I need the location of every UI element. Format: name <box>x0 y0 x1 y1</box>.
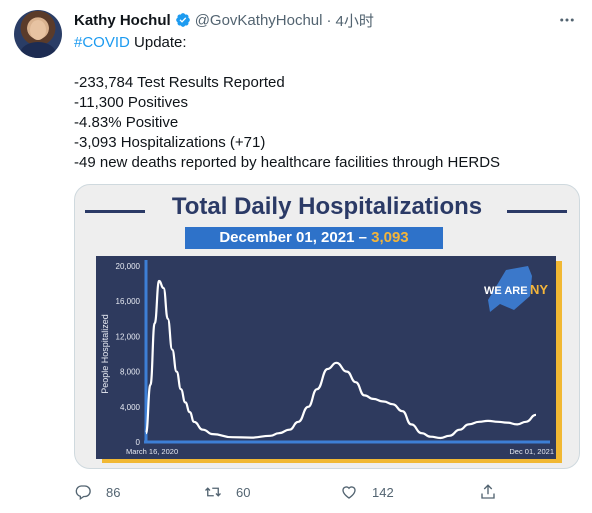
share-button[interactable] <box>479 480 511 504</box>
y-axis-label: People Hospitalized <box>100 314 110 394</box>
share-icon <box>481 484 495 499</box>
like-button[interactable]: 142 <box>340 480 394 504</box>
hashtag-link[interactable]: #COVID <box>74 34 130 51</box>
we-are-ny-logo-ny: NY <box>530 282 548 297</box>
y-tick-label: 20,000 <box>116 262 141 271</box>
tweet-line-tests: -233,784 Test Results Reported <box>74 74 285 91</box>
tweet-header: Kathy Hochul @GovKathyHochul · 4小时 <box>74 10 374 30</box>
chart-title: Total Daily Hospitalizations <box>171 193 483 220</box>
tweet-timestamp[interactable]: 4小时 <box>335 12 374 30</box>
title-rule-left <box>85 210 145 213</box>
more-options-button[interactable] <box>556 10 578 30</box>
tweet-actions: 86 60 142 <box>74 480 514 504</box>
x-start-label: March 16, 2020 <box>126 447 178 456</box>
author-handle[interactable]: @GovKathyHochul <box>194 11 323 29</box>
date-banner: December 01, 2021 – 3,093 <box>185 227 443 249</box>
reply-count: 86 <box>106 484 121 500</box>
date-label: December 01, 2021 – <box>219 229 372 246</box>
tweet-blank-line <box>74 53 574 73</box>
x-end-label: Dec 01, 2021 <box>509 447 554 456</box>
tweet-text: #COVID Update: -233,784 Test Results Rep… <box>74 33 574 173</box>
ny-state-shape <box>488 266 532 312</box>
heart-icon <box>342 486 356 499</box>
separator-dot: · <box>326 11 332 29</box>
y-tick-label: 12,000 <box>116 332 141 341</box>
date-value: 3,093 <box>371 229 409 246</box>
tweet-media-image[interactable]: Total Daily Hospitalizations December 01… <box>74 184 580 469</box>
tweet-line-hospitalizations: -3,093 Hospitalizations (+71) <box>74 134 266 151</box>
retweet-icon <box>205 487 221 497</box>
reply-button[interactable]: 86 <box>74 480 120 504</box>
y-tick-label: 16,000 <box>116 297 141 306</box>
tweet-line-deaths: -49 new deaths reported by healthcare fa… <box>74 154 501 171</box>
title-rule-right <box>507 210 567 213</box>
y-tick-label: 8,000 <box>120 368 141 377</box>
y-tick-label: 4,000 <box>120 403 141 412</box>
hospitalizations-chart: 0 4,000 8,000 12,000 16,000 20,000 People Hosp… <box>100 260 554 456</box>
avatar-shoulders <box>20 42 56 58</box>
avatar-face <box>30 20 46 40</box>
more-dots-icon <box>560 18 574 22</box>
chart-panel: 0 4,000 8,000 12,000 16,000 20,000 People Hosp… <box>96 256 556 459</box>
avatar[interactable] <box>14 10 62 58</box>
tweet-line-positives: -11,300 Positives <box>74 94 188 111</box>
tweet-line-hashtag: #COVID Update: <box>74 33 574 53</box>
y-tick-label: 0 <box>136 438 141 447</box>
retweet-button[interactable]: 60 <box>204 480 250 504</box>
tweet-line-text: Update: <box>129 34 187 51</box>
retweet-count: 60 <box>236 484 251 500</box>
we-are-ny-logo: WE ARE <box>484 285 528 297</box>
tweet-line-percent: -4.83% Positive <box>74 114 179 131</box>
like-count: 142 <box>372 484 394 500</box>
reply-icon <box>75 485 91 501</box>
series-line-hospitalizations <box>144 279 537 440</box>
verified-badge-icon <box>175 13 190 27</box>
author-name[interactable]: Kathy Hochul <box>74 11 171 29</box>
